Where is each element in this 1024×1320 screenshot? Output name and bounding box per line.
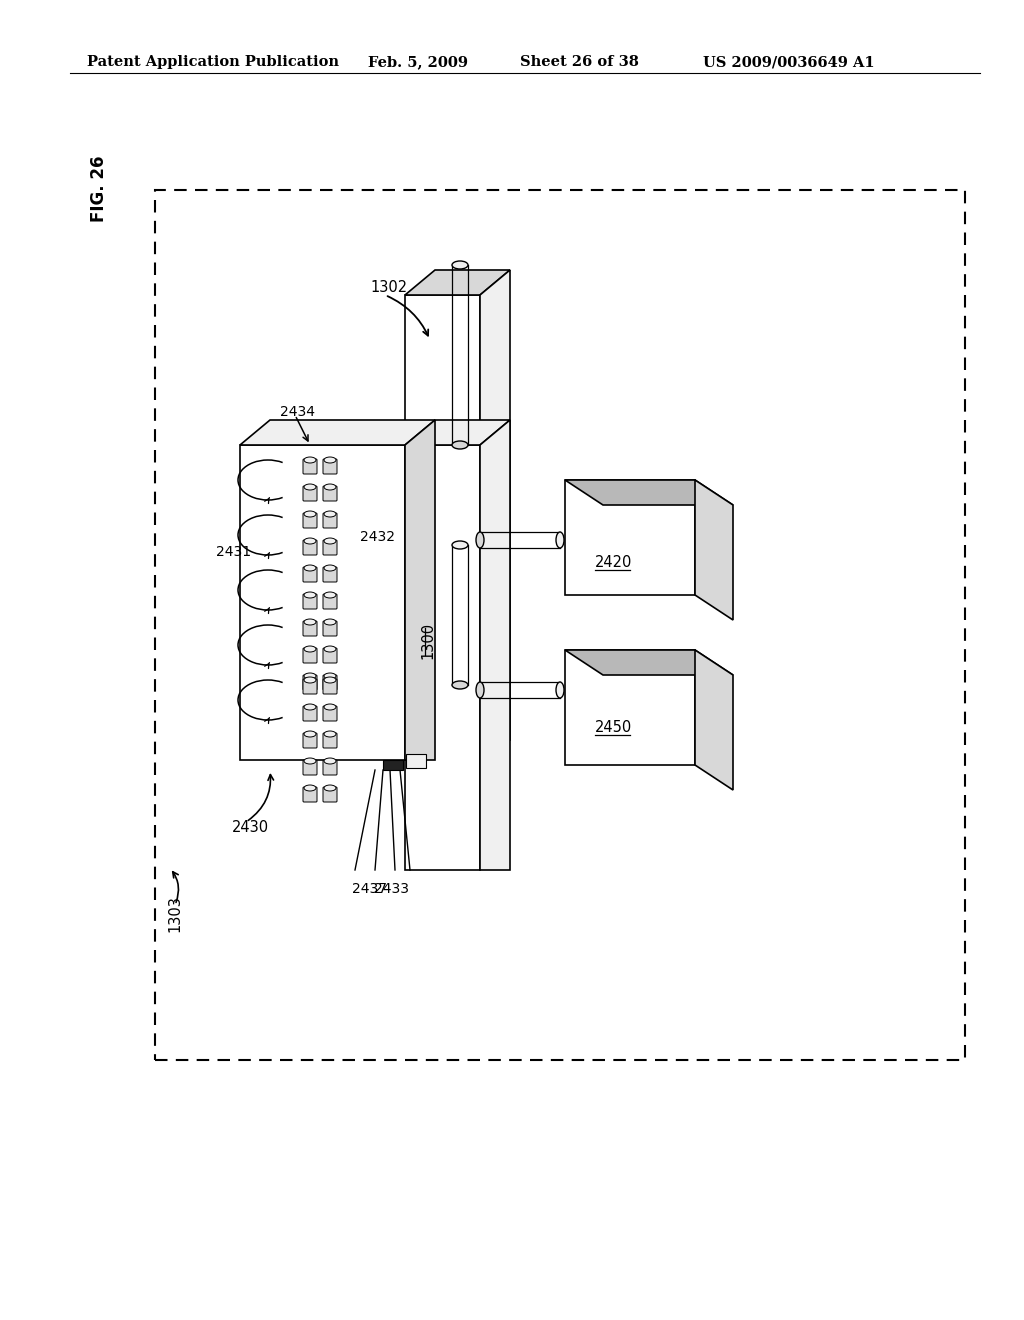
FancyBboxPatch shape — [323, 706, 337, 721]
Polygon shape — [406, 294, 480, 741]
FancyBboxPatch shape — [323, 594, 337, 609]
Polygon shape — [240, 420, 435, 445]
Text: 2431: 2431 — [216, 545, 251, 558]
Bar — [383, 760, 403, 770]
Polygon shape — [565, 480, 695, 595]
Text: 2432: 2432 — [360, 531, 395, 544]
FancyBboxPatch shape — [323, 620, 337, 636]
FancyBboxPatch shape — [303, 459, 317, 474]
Ellipse shape — [304, 645, 316, 652]
Ellipse shape — [324, 731, 336, 737]
Polygon shape — [565, 649, 695, 766]
FancyBboxPatch shape — [303, 706, 317, 721]
Ellipse shape — [304, 758, 316, 764]
Ellipse shape — [304, 731, 316, 737]
Ellipse shape — [304, 457, 316, 463]
FancyBboxPatch shape — [303, 513, 317, 528]
Ellipse shape — [324, 457, 336, 463]
Text: Feb. 5, 2009: Feb. 5, 2009 — [368, 55, 468, 69]
Text: 2437: 2437 — [352, 882, 387, 896]
Text: 1300: 1300 — [420, 622, 435, 659]
Ellipse shape — [476, 682, 484, 698]
Polygon shape — [695, 649, 733, 789]
Ellipse shape — [304, 673, 316, 678]
Polygon shape — [406, 420, 510, 445]
FancyBboxPatch shape — [303, 760, 317, 775]
Ellipse shape — [304, 619, 316, 624]
FancyBboxPatch shape — [303, 733, 317, 748]
Ellipse shape — [324, 645, 336, 652]
Text: Sheet 26 of 38: Sheet 26 of 38 — [520, 55, 639, 69]
Polygon shape — [406, 271, 510, 294]
FancyBboxPatch shape — [323, 486, 337, 502]
Text: 1303: 1303 — [167, 895, 182, 932]
Text: 2433: 2433 — [374, 882, 409, 896]
Polygon shape — [480, 271, 510, 741]
FancyBboxPatch shape — [303, 486, 317, 502]
Polygon shape — [565, 649, 733, 675]
Bar — [155, 190, 965, 1060]
Ellipse shape — [324, 539, 336, 544]
FancyBboxPatch shape — [323, 648, 337, 663]
FancyBboxPatch shape — [323, 733, 337, 748]
Polygon shape — [695, 480, 733, 620]
Ellipse shape — [452, 441, 468, 449]
FancyBboxPatch shape — [303, 568, 317, 582]
FancyBboxPatch shape — [323, 787, 337, 803]
Ellipse shape — [304, 539, 316, 544]
Ellipse shape — [304, 591, 316, 598]
FancyBboxPatch shape — [303, 540, 317, 554]
Text: US 2009/0036649 A1: US 2009/0036649 A1 — [703, 55, 874, 69]
Ellipse shape — [324, 677, 336, 682]
Ellipse shape — [324, 704, 336, 710]
Ellipse shape — [324, 565, 336, 572]
FancyBboxPatch shape — [323, 568, 337, 582]
Ellipse shape — [324, 591, 336, 598]
Text: 2434: 2434 — [280, 405, 315, 418]
FancyBboxPatch shape — [303, 678, 317, 694]
Ellipse shape — [324, 785, 336, 791]
Ellipse shape — [324, 484, 336, 490]
Ellipse shape — [304, 704, 316, 710]
Ellipse shape — [304, 565, 316, 572]
Ellipse shape — [324, 758, 336, 764]
FancyBboxPatch shape — [303, 787, 317, 803]
Polygon shape — [406, 420, 435, 760]
FancyBboxPatch shape — [303, 675, 317, 690]
FancyBboxPatch shape — [303, 648, 317, 663]
Text: Patent Application Publication: Patent Application Publication — [87, 55, 339, 69]
Ellipse shape — [304, 677, 316, 682]
Text: 2420: 2420 — [595, 554, 633, 570]
Ellipse shape — [476, 532, 484, 548]
Ellipse shape — [304, 785, 316, 791]
Polygon shape — [240, 445, 406, 760]
Text: 2450: 2450 — [595, 719, 632, 735]
Polygon shape — [480, 420, 510, 870]
Polygon shape — [565, 480, 733, 506]
FancyBboxPatch shape — [323, 760, 337, 775]
Ellipse shape — [324, 619, 336, 624]
Ellipse shape — [304, 511, 316, 517]
FancyBboxPatch shape — [323, 675, 337, 690]
Ellipse shape — [304, 484, 316, 490]
FancyBboxPatch shape — [323, 459, 337, 474]
FancyBboxPatch shape — [323, 678, 337, 694]
Ellipse shape — [556, 532, 564, 548]
Text: 1302: 1302 — [370, 280, 408, 294]
Ellipse shape — [452, 681, 468, 689]
Bar — [406, 754, 426, 768]
FancyBboxPatch shape — [323, 513, 337, 528]
Polygon shape — [406, 445, 480, 870]
Ellipse shape — [452, 261, 468, 269]
FancyBboxPatch shape — [303, 620, 317, 636]
Text: FIG. 26: FIG. 26 — [90, 154, 108, 222]
Ellipse shape — [324, 673, 336, 678]
FancyBboxPatch shape — [323, 540, 337, 554]
FancyBboxPatch shape — [303, 594, 317, 609]
Text: 2430: 2430 — [232, 820, 269, 836]
Ellipse shape — [452, 541, 468, 549]
Ellipse shape — [324, 511, 336, 517]
Ellipse shape — [556, 682, 564, 698]
